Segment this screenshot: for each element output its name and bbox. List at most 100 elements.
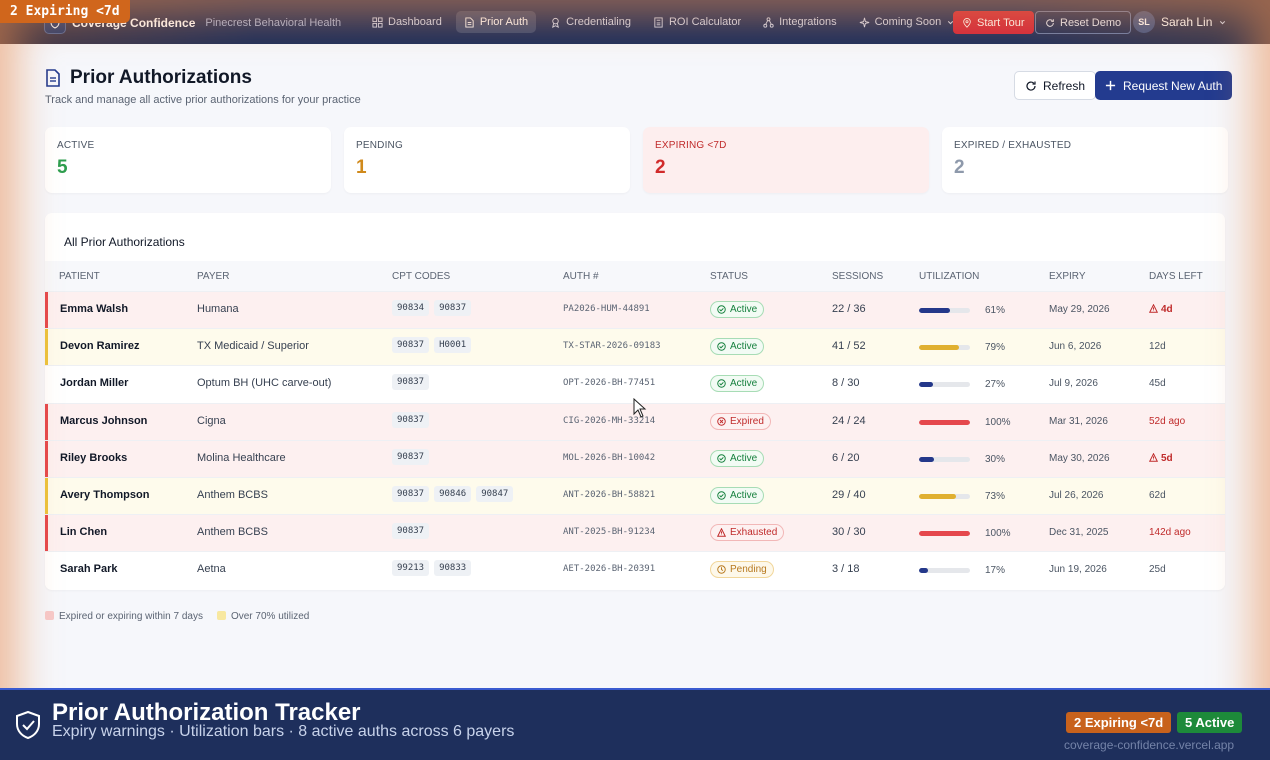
table-row[interactable]: Jordan Miller Optum BH (UHC carve-out) 9… [45, 365, 1225, 403]
tab-coming-soon[interactable]: Coming Soon [851, 11, 964, 33]
utilization-percent: 17% [985, 565, 1006, 577]
payer-name: Cigna [197, 414, 226, 427]
patient-name[interactable]: Riley Brooks [60, 451, 128, 464]
header-utilization[interactable]: UTILIZATION [919, 271, 980, 282]
page-title: Prior Authorizations [45, 67, 252, 89]
calculator-icon [654, 16, 663, 28]
cpt-code-chip: 90847 [476, 486, 514, 502]
check-circle-icon [717, 379, 726, 389]
utilization: 17% [919, 565, 1005, 576]
user-menu[interactable]: SL Sarah Lin [1133, 11, 1227, 33]
document-icon [465, 16, 474, 28]
days-left: 142d ago [1149, 527, 1191, 538]
patient-name[interactable]: Avery Thompson [60, 489, 150, 501]
status-badge: Expired [710, 412, 771, 430]
refresh-icon [1046, 18, 1054, 27]
banner-subtitle: Expiry warnings · Utilization bars · 8 a… [52, 723, 515, 740]
expiry-date: Jul 9, 2026 [1049, 378, 1098, 390]
status-pill: Active [710, 375, 765, 393]
active-badge: 5 Active [1177, 712, 1243, 733]
tab-credentialing-label: Credentialing [566, 16, 631, 28]
days-left-value: 12d [1149, 341, 1166, 353]
patient-name[interactable]: Emma Walsh [60, 303, 129, 315]
table-row[interactable]: Avery Thompson Anthem BCBS 90837 90846 908… [45, 477, 1225, 515]
utilization-fill [919, 345, 960, 351]
status-pill: Exhausted [710, 524, 785, 542]
utilization-percent: 27% [985, 379, 1006, 391]
status-label: Active [730, 378, 758, 390]
plus-icon [1105, 80, 1116, 91]
status-badge: Active [710, 301, 765, 318]
check-circle-icon [717, 342, 726, 351]
mouse-cursor-icon [633, 398, 647, 418]
utilization: 79% [919, 342, 1005, 353]
table-row[interactable]: Lin Chen Anthem BCBS 90837 ANT-2025-BH-9… [45, 514, 1225, 553]
utilization-bar [919, 494, 970, 499]
auth-number: AET-2026-BH-20391 [563, 564, 656, 575]
check-circle-icon [717, 305, 726, 314]
clock-icon [717, 565, 726, 575]
table-row[interactable]: Sarah Park Aetna 99213 90833 AET-2026-BH-… [45, 551, 1225, 589]
status-pill: Pending [710, 561, 774, 579]
header-auth[interactable]: AUTH # [563, 271, 599, 282]
utilization-fill [919, 308, 951, 313]
utilization-fill [919, 419, 970, 425]
tab-integrations-label: Integrations [779, 16, 837, 28]
utilization-fill [919, 382, 933, 388]
patient-name[interactable]: Marcus Johnson [60, 414, 148, 427]
header-sessions[interactable]: SESSIONS [832, 271, 884, 282]
page-subtitle: Track and manage all active prior author… [45, 94, 361, 106]
header-payer[interactable]: PAYER [197, 271, 230, 282]
chevron-down-icon [948, 20, 954, 24]
cpt-code-chip: 90837 [434, 300, 472, 316]
table-row[interactable]: Riley Brooks Molina Healthcare 90837 MOL… [45, 439, 1225, 478]
sessions-count: 22 / 36 [832, 303, 866, 315]
patient-name[interactable]: Sarah Park [60, 563, 118, 576]
start-tour-button[interactable]: Start Tour [953, 11, 1034, 34]
table-row[interactable]: Devon Ramirez TX Medicaid / Superior 908… [45, 328, 1225, 367]
header-status[interactable]: STATUS [710, 271, 748, 282]
sessions-count: 3 / 18 [832, 563, 860, 576]
cpt-code-chip: 90837 [392, 523, 430, 540]
utilization: 100% [919, 528, 1011, 539]
request-new-auth-label: Request New Auth [1123, 78, 1223, 93]
feature-banner: Prior Authorization Tracker Expiry warni… [0, 688, 1270, 760]
user-name: Sarah Lin [1161, 15, 1213, 29]
stat-card-expired: Expired / Exhausted 2 [942, 127, 1228, 193]
auth-number: ANT-2026-BH-58821 [563, 490, 656, 500]
x-circle-icon [717, 416, 726, 426]
days-left-value: 52d ago [1149, 415, 1186, 427]
utilization-percent: 30% [985, 453, 1006, 465]
table-row[interactable]: Emma Walsh Humana 90834 90837 PA2026-HUM-… [45, 291, 1225, 329]
stat-card-active: Active 5 [45, 127, 331, 193]
header-cpt[interactable]: CPT CODES [392, 271, 451, 282]
utilization: 61% [919, 305, 1005, 316]
status-pill: Expired [710, 412, 771, 430]
header-days-left[interactable]: DAYS LEFT [1149, 271, 1203, 282]
utilization-fill [919, 456, 935, 462]
stat-label: Pending [356, 140, 403, 151]
reset-demo-button[interactable]: Reset Demo [1035, 11, 1132, 34]
sessions-count: 30 / 30 [832, 526, 866, 539]
reset-demo-label: Reset Demo [1060, 16, 1122, 29]
refresh-button[interactable]: Refresh [1014, 71, 1097, 100]
utilization-bar [919, 345, 970, 351]
patient-name[interactable]: Lin Chen [60, 526, 108, 539]
status-pill: Active [710, 301, 765, 318]
header-patient[interactable]: PATIENT [59, 271, 100, 282]
status-label: Exhausted [730, 527, 778, 539]
tab-integrations[interactable]: Integrations [755, 11, 844, 33]
tab-dashboard[interactable]: Dashboard [364, 11, 450, 33]
tab-roi-calculator[interactable]: ROI Calculator [645, 11, 749, 33]
tab-credentialing[interactable]: Credentialing [542, 11, 639, 33]
patient-name[interactable]: Jordan Miller [60, 377, 129, 390]
utilization-percent: 100% [985, 416, 1011, 428]
stat-card-expiring: Expiring <7d 2 [643, 127, 929, 193]
tab-prior-auth[interactable]: Prior Auth [455, 11, 537, 33]
sessions-count: 8 / 30 [832, 377, 860, 390]
days-left: 25d [1149, 564, 1166, 575]
patient-name[interactable]: Devon Ramirez [60, 340, 140, 353]
request-new-auth-button[interactable]: Request New Auth [1095, 71, 1233, 100]
cpt-codes: 90837 [392, 448, 430, 465]
header-expiry[interactable]: EXPIRY [1049, 271, 1086, 282]
